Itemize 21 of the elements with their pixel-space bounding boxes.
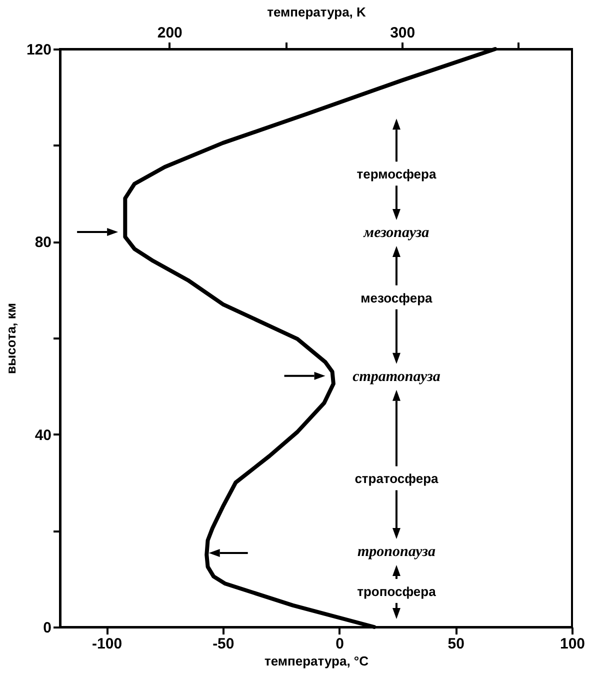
annotation: тропопауза bbox=[357, 544, 436, 560]
x-tick-label: -50 bbox=[212, 636, 234, 652]
annotation: мезосфера bbox=[360, 290, 434, 306]
annotation: стратосфера bbox=[354, 471, 440, 486]
x2-tick-label: 300 bbox=[390, 24, 416, 42]
x-tick-label: 50 bbox=[448, 636, 464, 652]
annotation: тропосфера bbox=[357, 584, 437, 599]
x-tick-label: 0 bbox=[336, 636, 344, 652]
x-tick-label: -100 bbox=[92, 636, 122, 652]
y-tick-label: 40 bbox=[34, 426, 52, 444]
y-axis-title: высота, км bbox=[3, 303, 18, 374]
x2-tick-label: 200 bbox=[157, 24, 182, 42]
annotation: стратопауза bbox=[352, 368, 441, 385]
x-tick-label: 100 bbox=[560, 636, 586, 652]
x-axis-title: температура, °C bbox=[264, 654, 370, 668]
x2-axis-title: температура, K bbox=[267, 4, 367, 20]
annotation: термосфера bbox=[356, 166, 437, 182]
annotation: мезопауза bbox=[362, 225, 430, 242]
y-tick-label: 0 bbox=[43, 620, 52, 636]
y-tick-label: 80 bbox=[34, 234, 52, 252]
y-tick-label: 120 bbox=[26, 42, 52, 58]
